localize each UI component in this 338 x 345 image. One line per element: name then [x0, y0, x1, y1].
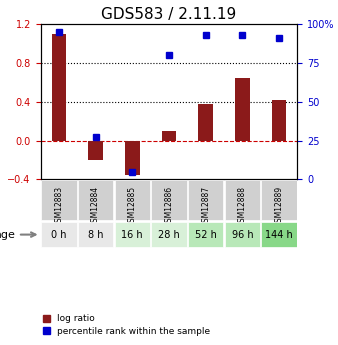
Bar [198, 104, 213, 141]
Text: GSM12883: GSM12883 [54, 186, 64, 227]
Text: GSM12889: GSM12889 [274, 186, 284, 227]
Bar [88, 141, 103, 160]
Bar [125, 141, 140, 175]
FancyBboxPatch shape [225, 222, 260, 247]
Bar [162, 131, 176, 141]
Text: 0 h: 0 h [51, 230, 67, 239]
FancyBboxPatch shape [115, 180, 150, 220]
FancyBboxPatch shape [225, 180, 260, 220]
Text: 144 h: 144 h [265, 230, 293, 239]
FancyBboxPatch shape [78, 180, 113, 220]
FancyBboxPatch shape [151, 180, 187, 220]
Text: 28 h: 28 h [158, 230, 180, 239]
FancyBboxPatch shape [188, 222, 223, 247]
FancyBboxPatch shape [115, 222, 150, 247]
Text: GSM12888: GSM12888 [238, 186, 247, 227]
FancyBboxPatch shape [188, 180, 223, 220]
Text: 96 h: 96 h [232, 230, 253, 239]
Text: GSM12884: GSM12884 [91, 186, 100, 227]
Bar [235, 78, 250, 141]
FancyBboxPatch shape [151, 222, 187, 247]
FancyBboxPatch shape [262, 222, 297, 247]
FancyBboxPatch shape [41, 180, 76, 220]
FancyBboxPatch shape [262, 180, 297, 220]
Text: age: age [0, 230, 35, 239]
Text: GSM12887: GSM12887 [201, 186, 210, 227]
Text: 8 h: 8 h [88, 230, 103, 239]
Text: 52 h: 52 h [195, 230, 217, 239]
Text: GSM12886: GSM12886 [165, 186, 173, 227]
Bar [272, 100, 286, 141]
FancyBboxPatch shape [78, 222, 113, 247]
Bar [52, 34, 66, 141]
Legend: log ratio, percentile rank within the sample: log ratio, percentile rank within the sa… [38, 310, 215, 341]
Text: 16 h: 16 h [121, 230, 143, 239]
FancyBboxPatch shape [41, 222, 76, 247]
Text: GSM12885: GSM12885 [128, 186, 137, 227]
Title: GDS583 / 2.11.19: GDS583 / 2.11.19 [101, 7, 237, 22]
